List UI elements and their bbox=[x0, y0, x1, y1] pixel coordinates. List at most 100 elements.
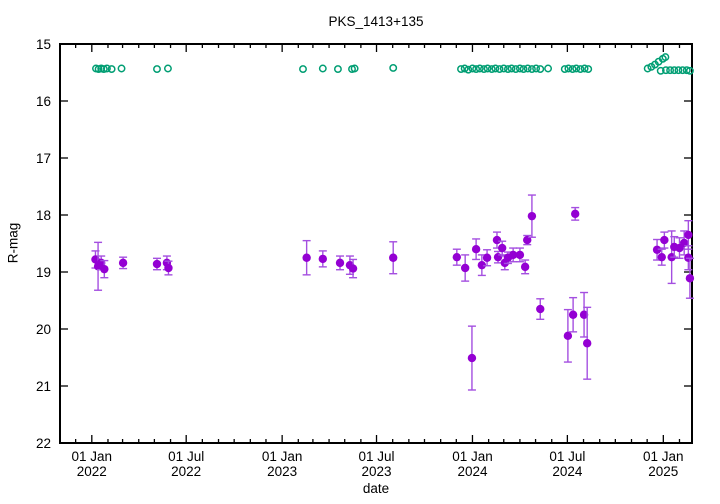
comparison-point bbox=[389, 63, 398, 72]
comparison-point bbox=[460, 64, 469, 73]
data-point bbox=[492, 235, 502, 245]
comparison-point bbox=[491, 64, 500, 73]
comparison-point bbox=[519, 65, 528, 74]
comparison-point bbox=[117, 64, 126, 73]
comparison-point bbox=[163, 64, 172, 73]
data-point bbox=[460, 263, 470, 273]
comparison-point bbox=[584, 65, 593, 74]
comparison-point bbox=[99, 65, 108, 74]
x-tick-label: 2023 bbox=[361, 464, 391, 479]
y-tick-label: 19 bbox=[36, 265, 51, 280]
data-point bbox=[657, 252, 666, 262]
x-tick-label: 01 Jan bbox=[452, 449, 493, 464]
data-point bbox=[652, 245, 662, 254]
data-point bbox=[497, 243, 507, 253]
data-point bbox=[579, 310, 589, 319]
data-point bbox=[520, 262, 530, 272]
comparison-point bbox=[515, 64, 524, 73]
comparison-point bbox=[678, 66, 687, 75]
y-tick-label: 17 bbox=[36, 151, 51, 166]
comparison-point bbox=[495, 65, 504, 74]
data-point bbox=[684, 230, 693, 240]
y-tick-label: 20 bbox=[36, 322, 51, 337]
data-point bbox=[164, 263, 173, 273]
x-tick-label: 2025 bbox=[648, 464, 678, 479]
comparison-point bbox=[350, 64, 359, 73]
data-point bbox=[527, 211, 537, 221]
plot-border bbox=[59, 43, 693, 444]
data-point bbox=[563, 331, 573, 341]
comparison-point bbox=[560, 65, 569, 74]
comparison-point bbox=[544, 64, 553, 73]
comparison-point bbox=[457, 65, 465, 74]
chart-title: PKS_1413+135 bbox=[328, 14, 424, 29]
x-axis-label: date bbox=[362, 481, 390, 496]
data-point bbox=[477, 260, 487, 270]
comparison-point bbox=[487, 65, 496, 74]
comparison-point bbox=[576, 65, 585, 74]
comparison-point bbox=[580, 64, 589, 73]
y-tick-label: 18 bbox=[36, 208, 51, 223]
comparison-point bbox=[532, 64, 541, 73]
data-point bbox=[570, 209, 580, 219]
data-point bbox=[482, 253, 492, 262]
x-tick-label: 01 Jan bbox=[72, 449, 113, 464]
comparison-point bbox=[475, 64, 484, 73]
x-tick-label: 01 Jul bbox=[168, 449, 204, 464]
comparison-point bbox=[661, 53, 670, 62]
comparison-point bbox=[333, 65, 342, 74]
comparison-point bbox=[479, 65, 488, 74]
data-point bbox=[389, 253, 398, 262]
y-tick-label: 22 bbox=[36, 436, 51, 451]
comparison-point bbox=[661, 66, 670, 75]
comparison-point bbox=[299, 65, 307, 74]
comparison-point bbox=[499, 64, 508, 73]
comparison-point bbox=[527, 65, 536, 74]
comparison-point bbox=[483, 64, 492, 73]
x-tick-label: 2023 bbox=[267, 464, 297, 479]
x-tick-label: 2024 bbox=[457, 464, 488, 479]
comparison-point bbox=[656, 66, 665, 75]
data-point bbox=[515, 250, 525, 260]
comparison-point bbox=[682, 66, 691, 75]
comparison-point bbox=[507, 64, 516, 73]
data-point bbox=[582, 339, 592, 348]
comparison-point bbox=[666, 66, 675, 75]
comparison-point bbox=[523, 64, 532, 73]
x-tick-label: 01 Jul bbox=[549, 449, 585, 464]
comparison-point bbox=[503, 65, 512, 74]
data-point bbox=[685, 274, 695, 283]
series-series-2-green bbox=[92, 53, 694, 75]
comparison-point bbox=[568, 65, 577, 74]
comparison-point bbox=[564, 64, 573, 73]
comparison-point bbox=[536, 65, 545, 74]
comparison-point bbox=[685, 66, 694, 75]
data-point bbox=[523, 235, 532, 245]
comparison-point bbox=[670, 66, 679, 75]
comparison-point bbox=[468, 64, 477, 73]
data-point bbox=[568, 310, 578, 319]
x-tick-label: 2022 bbox=[77, 464, 107, 479]
data-point bbox=[118, 258, 128, 268]
data-point bbox=[536, 304, 545, 314]
x-tick-label: 01 Jan bbox=[643, 449, 684, 464]
data-point bbox=[335, 258, 345, 268]
axis-ticks bbox=[59, 43, 692, 444]
comparison-point bbox=[572, 64, 581, 73]
data-point bbox=[508, 250, 518, 260]
y-tick-label: 15 bbox=[36, 37, 51, 52]
x-tick-label: 01 Jan bbox=[262, 449, 303, 464]
comparison-point bbox=[153, 65, 161, 74]
comparison-point bbox=[107, 65, 116, 74]
data-point bbox=[152, 259, 162, 269]
comparison-point bbox=[511, 65, 520, 74]
x-tick-label: 2024 bbox=[552, 464, 583, 479]
data-point bbox=[679, 238, 689, 248]
y-tick-label: 16 bbox=[36, 94, 51, 109]
comparison-point bbox=[464, 65, 473, 74]
plot-border-rect bbox=[59, 43, 693, 444]
comparison-point bbox=[472, 65, 481, 74]
